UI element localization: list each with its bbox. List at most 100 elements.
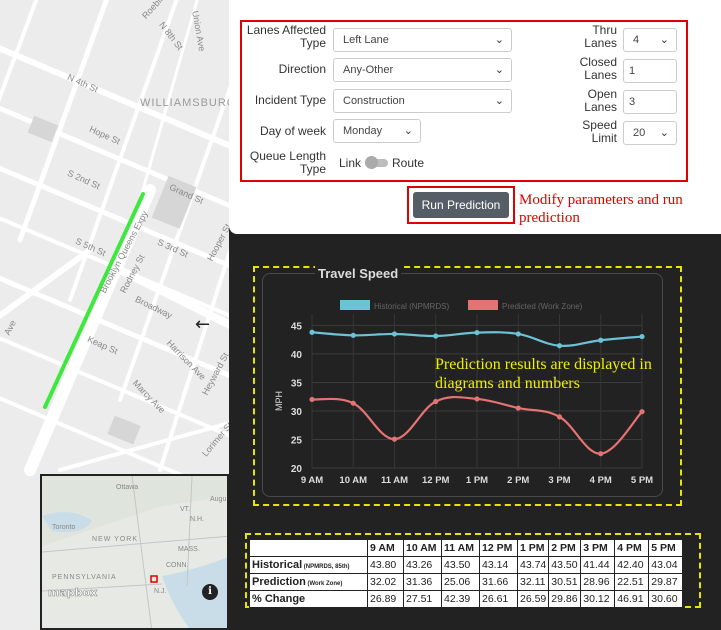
x-tick-label: 2 PM	[507, 475, 529, 486]
direction-value: Any-Other	[343, 64, 394, 76]
row-label: Prediction	[252, 576, 306, 588]
map-place-label: VT.	[180, 506, 191, 513]
lanes-affected-type-label: Lanes Affected Type	[246, 23, 326, 50]
y-tick-label: 30	[291, 407, 303, 418]
map-place-label: Augu	[210, 496, 227, 503]
data-point	[556, 343, 563, 349]
data-point	[433, 398, 439, 405]
travel-speed-chart: Historical (NPMRDS) Predicted (Work Zone)…	[274, 300, 653, 486]
table-cell: 26.89	[367, 590, 404, 608]
speed-limit-select[interactable]: 20 ⌄	[623, 121, 677, 145]
table-header-row: 9 AM 10 AM 11 AM 12 PM 1 PM 2 PM 3 PM 4 PM 5 PM	[249, 539, 684, 557]
y-tick-label: 35	[291, 378, 303, 389]
table-cell: 22.51	[614, 573, 650, 591]
table-corner-cell	[249, 539, 368, 557]
speed-limit-label: Speed Limit	[582, 118, 617, 145]
thru-lanes-value: 4	[633, 34, 640, 46]
speed-limit-value: 20	[633, 127, 646, 139]
table-column-header: 3 PM	[580, 539, 616, 557]
day-of-week-value: Monday	[343, 125, 383, 137]
direction-label: Direction	[278, 62, 326, 76]
incident-type-select[interactable]: Construction ⌄	[333, 89, 512, 113]
table-cell: 32.02	[367, 573, 404, 591]
results-table: 9 AM 10 AM 11 AM 12 PM 1 PM 2 PM 3 PM 4 PM 5 PM …	[249, 539, 684, 608]
table-cell: 43.50	[548, 556, 582, 574]
overview-minimap[interactable]: Ottawa Toronto NEW YORK VT. N.H. MASS. C…	[40, 474, 229, 630]
map-view[interactable]: N 8th St Roebling St Union Ave N 4th St …	[0, 0, 229, 630]
data-point	[639, 333, 645, 340]
chart-title: Travel Speed	[315, 266, 402, 281]
table-cell: 43.14	[479, 556, 518, 574]
thru-lanes-label: Thru Lanes	[584, 23, 617, 50]
queue-length-type-label: Queue Length Type	[249, 149, 326, 176]
map-place-label: N.H.	[190, 516, 204, 523]
table-cell: 43.26	[403, 556, 442, 574]
y-tick-label: 40	[291, 350, 303, 361]
legend-label: Predicted (Work Zone)	[502, 302, 583, 311]
x-tick-label: 12 PM	[422, 475, 450, 486]
queue-length-toggle[interactable]	[365, 156, 388, 169]
map-place-label: Toronto	[52, 524, 76, 531]
street-network	[0, 0, 229, 498]
results-annotation: Prediction results are displayed in diag…	[435, 355, 665, 393]
mapbox-logo[interactable]: mapbox	[48, 586, 98, 600]
table-cell: 30.51	[548, 573, 582, 591]
table-cell: 30.60	[648, 590, 684, 608]
table-cell: 31.66	[479, 573, 518, 591]
table-column-header: 1 PM	[516, 539, 550, 557]
data-point	[309, 329, 315, 335]
y-tick-label: 25	[291, 435, 303, 446]
toggle-knob	[365, 156, 378, 169]
chart-card	[262, 273, 663, 497]
table-cell: 42.39	[441, 590, 480, 608]
map-place-label: NEW YORK	[92, 536, 138, 543]
direction-select[interactable]: Any-Other ⌄	[333, 58, 512, 82]
lanes-affected-type-select[interactable]: Left Lane ⌄	[333, 28, 512, 52]
table-row-header: Prediction (Work Zone)	[249, 573, 368, 591]
data-point	[598, 337, 604, 343]
incident-type-label: Incident Type	[254, 93, 326, 107]
data-point	[474, 329, 480, 336]
modify-annotation-text: Modify parameters and run prediction	[519, 192, 683, 226]
table-row: Historical (NPMRDS, 85th) 43.80 43.26 43.50…	[249, 556, 684, 574]
modify-annotation: Modify parameters and run prediction	[519, 191, 719, 227]
day-of-week-select[interactable]: Monday ⌄	[333, 119, 421, 143]
table-row-header: Historical (NPMRDS, 85th)	[249, 556, 368, 574]
open-lanes-label: Open Lanes	[584, 87, 617, 114]
closed-lanes-input[interactable]: 1	[623, 59, 677, 83]
chevron-down-icon: ⌄	[403, 125, 413, 137]
chevron-down-icon: ⌄	[494, 34, 504, 46]
data-point	[515, 405, 521, 411]
incident-segment[interactable]	[43, 192, 145, 409]
x-tick-label: 9 AM	[301, 475, 323, 486]
legend-swatch	[340, 300, 370, 310]
chart-highlight-box	[253, 266, 682, 506]
table-cell: 28.96	[580, 573, 616, 591]
table-cell: 27.51	[403, 590, 442, 608]
results-annotation-text: Prediction results are displayed in diag…	[435, 356, 652, 392]
parameters-highlight-box	[240, 20, 688, 182]
info-icon[interactable]: i	[202, 584, 218, 600]
y-tick-label: 20	[291, 464, 303, 475]
row-sublabel: (Work Zone)	[305, 581, 343, 587]
neighborhood-label: WILLIAMSBURG	[140, 97, 229, 109]
data-point	[391, 331, 398, 337]
x-tick-label: 3 PM	[548, 475, 570, 486]
data-point	[350, 332, 356, 338]
y-axis-label: MPH	[274, 391, 284, 411]
chevron-down-icon: ⌄	[494, 95, 504, 107]
legend-swatch	[468, 300, 498, 310]
thru-lanes-select[interactable]: 4 ⌄	[623, 28, 677, 52]
table-cell: 26.61	[479, 590, 518, 608]
data-point	[556, 414, 563, 420]
table-cell: 31.36	[403, 573, 442, 591]
table-column-header: 9 AM	[367, 539, 404, 557]
run-prediction-button[interactable]: Run Prediction	[413, 192, 509, 218]
table-column-header: 11 AM	[441, 539, 480, 557]
table-cell: 29.87	[648, 573, 684, 591]
data-point	[433, 333, 439, 339]
row-sublabel: (NPMRDS, 85th)	[302, 564, 350, 570]
open-lanes-input[interactable]: 3	[623, 90, 677, 114]
closed-lanes-label: Closed Lanes	[579, 55, 617, 82]
chevron-down-icon: ⌄	[494, 64, 504, 76]
